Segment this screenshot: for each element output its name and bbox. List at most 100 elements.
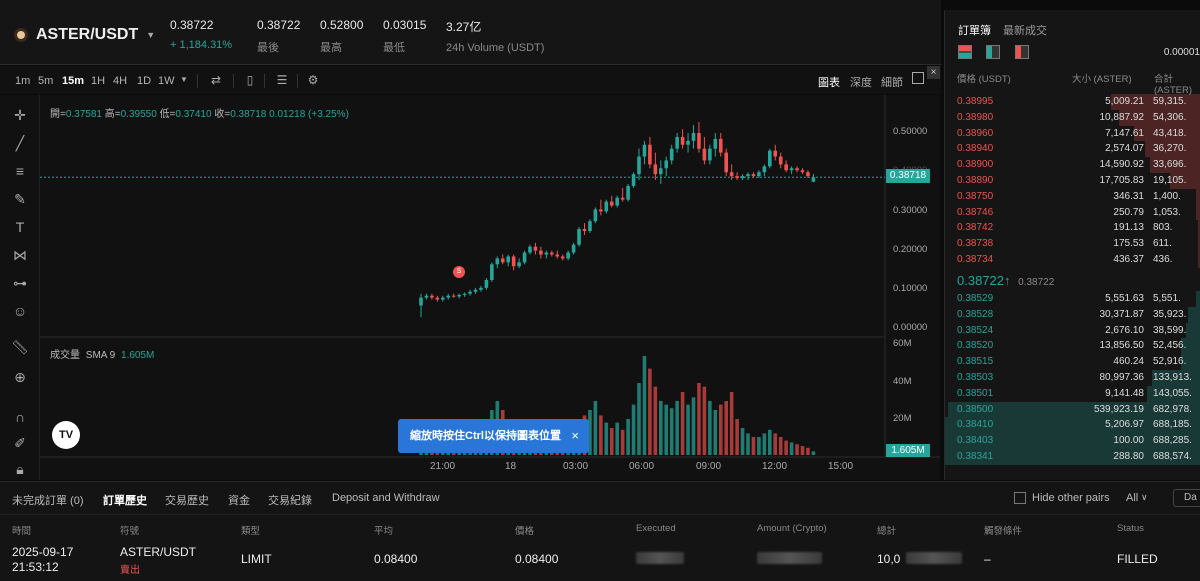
volume-bar (773, 433, 778, 455)
bid-row[interactable]: 0.38410 5,206.97 688,185. (945, 417, 1200, 434)
tab-chart[interactable]: 圖表 (818, 77, 840, 89)
bid-row[interactable]: 0.38529 5,551.63 5,551. (945, 291, 1200, 307)
indicators-icon[interactable]: ⇄ (210, 73, 222, 87)
bid-row[interactable]: 0.38515 460.24 52,916. (945, 354, 1200, 370)
order-total: 1,400. (1153, 190, 1181, 202)
ruler-icon[interactable]: 📏︎ (11, 339, 29, 355)
sell-marker[interactable]: S (453, 266, 465, 278)
volume-bar (642, 356, 647, 455)
emoji-icon[interactable]: ☺ (12, 303, 28, 319)
tab-transaction-log[interactable]: 交易紀錄 (268, 495, 312, 507)
bid-row[interactable]: 0.38501 9,141.48 143,055. (945, 385, 1200, 402)
candle-body (582, 229, 587, 231)
timeframe-15m[interactable]: 15m (62, 75, 85, 87)
order-price: 0.38520 (957, 340, 994, 352)
pattern-icon[interactable]: ⋈ (13, 247, 27, 263)
bid-row[interactable]: 0.38528 30,371.87 35,923. (945, 306, 1200, 323)
trendline-icon[interactable]: ╱ (15, 135, 25, 151)
horizontal-lines-icon[interactable]: ≡ (15, 163, 25, 179)
gear-icon[interactable]: ⚙ (307, 73, 319, 87)
close-icon[interactable]: × (927, 66, 940, 79)
timeframe-1m[interactable]: 1m (15, 75, 31, 87)
volume-bar (702, 386, 707, 455)
tick-size-select[interactable]: 0.00001 (1163, 47, 1200, 58)
tab-details[interactable]: 細節 (881, 77, 903, 89)
toast-close-icon[interactable]: × (571, 428, 579, 443)
tab-open-orders[interactable]: 未完成訂單 (0) (12, 495, 84, 507)
tab-depth[interactable]: 深度 (850, 77, 872, 89)
candle-body (550, 252, 554, 255)
depth-bar (1180, 338, 1200, 355)
view-bids-icon[interactable] (986, 45, 1000, 59)
order-total: 1,053. (1153, 206, 1181, 218)
candle-body (468, 291, 472, 294)
lock-icon[interactable]: 🔒︎ (16, 461, 24, 477)
ask-row[interactable]: 0.38890 17,705.83 19,105. (945, 173, 1200, 189)
stat-volume: 3.27亿 24h Volume (USDT) (446, 18, 544, 54)
bid-row[interactable]: 0.38341 288.80 688,574. (945, 449, 1200, 465)
tab-deposit-withdraw[interactable]: Deposit and Withdraw (332, 492, 440, 504)
ask-row[interactable]: 0.38960 7,147.61 43,418. (945, 125, 1200, 142)
date-filter[interactable]: Da (1173, 489, 1200, 507)
order-total: 33,696. (1153, 159, 1187, 171)
tab-funds[interactable]: 資金 (228, 495, 250, 507)
tab-trade-history[interactable]: 交易歷史 (165, 495, 209, 507)
bid-row[interactable]: 0.38524 2,676.10 38,599. (945, 322, 1200, 339)
bid-row[interactable]: 0.38520 13,856.50 52,456. (945, 338, 1200, 355)
timeframe-dropdown-icon[interactable]: ▼ (180, 75, 188, 84)
bid-row[interactable]: 0.38403 100.00 688,285. (945, 433, 1200, 449)
depth-bar (1195, 188, 1200, 205)
timeframe-5m[interactable]: 5m (38, 75, 54, 87)
x-tick: 12:00 (762, 461, 788, 472)
hide-pairs-checkbox[interactable] (1014, 492, 1026, 504)
ask-row[interactable]: 0.38940 2,574.07 36,270. (945, 141, 1200, 158)
orders-panel: 未完成訂單 (0) 訂單歷史 交易歷史 資金 交易紀錄 Deposit and … (0, 481, 1200, 581)
view-asks-icon[interactable] (1015, 45, 1029, 59)
measure-icon[interactable]: ⊶ (13, 275, 27, 291)
order-price: 0.38746 (957, 206, 994, 218)
timeframe-4h[interactable]: 4H (113, 75, 128, 87)
fullscreen-icon[interactable] (912, 72, 924, 84)
timeframe-1w[interactable]: 1W (158, 75, 175, 87)
tab-orderbook[interactable]: 訂單簿 (958, 25, 991, 37)
timeframe-1h[interactable]: 1H (91, 75, 106, 87)
chart-area[interactable] (40, 95, 940, 480)
bid-row[interactable]: 0.38503 80,997.36 133,913. (945, 370, 1200, 386)
list-icon[interactable]: ☰ (276, 73, 288, 87)
magnet-icon[interactable]: ∩ (14, 409, 26, 425)
text-icon[interactable]: T (15, 219, 25, 235)
volume-bar (669, 408, 674, 455)
pair-selector[interactable]: ASTER/USDT ▼ (14, 26, 155, 44)
ask-row[interactable]: 0.38746 250.79 1,053. (945, 204, 1200, 221)
timeframe-1d[interactable]: 1D (137, 75, 152, 87)
view-both-icon[interactable] (958, 45, 972, 59)
volume-bar (811, 451, 816, 455)
ask-row[interactable]: 0.38980 10,887.92 54,306. (945, 109, 1200, 126)
order-price: 0.38503 (957, 372, 994, 383)
lock-drawing-icon[interactable]: ✐ (14, 435, 26, 451)
candle-body (795, 168, 799, 171)
ask-row[interactable]: 0.38738 175.53 611. (945, 236, 1200, 252)
bid-row[interactable]: 0.38500 539,923.19 682,978. (945, 401, 1200, 418)
candle-body (560, 256, 565, 259)
ask-row[interactable]: 0.38750 346.31 1,400. (945, 188, 1200, 205)
zoom-in-icon[interactable]: ⊕ (14, 369, 26, 385)
tab-recent-trades[interactable]: 最新成交 (1003, 25, 1047, 37)
ask-row[interactable]: 0.38995 5,009.21 59,315. (945, 94, 1200, 110)
candle-type-icon[interactable]: ▯ (246, 73, 254, 87)
stat-low-label: 最低 (383, 42, 405, 54)
candle-body (740, 176, 745, 179)
filter-select[interactable]: All (1126, 492, 1139, 504)
crosshair-icon[interactable]: ✛ (14, 107, 26, 123)
tradingview-logo-icon[interactable]: TV (52, 421, 80, 449)
tab-order-history[interactable]: 訂單歷史 (103, 495, 147, 507)
ask-row[interactable]: 0.38734 436.37 436. (945, 252, 1200, 268)
depth-bar (1188, 306, 1200, 323)
candle-body (778, 156, 783, 165)
table-row[interactable]: 2025-09-17 21:53:12 ASTER/USDT 賣出 LIMIT … (0, 540, 1200, 580)
ask-row[interactable]: 0.38900 14,590.92 33,696. (945, 157, 1200, 173)
volume-bar (724, 401, 728, 455)
ask-row[interactable]: 0.38742 191.13 803. (945, 220, 1200, 237)
brush-icon[interactable]: ✎ (14, 191, 26, 207)
depth-bar (1185, 322, 1200, 339)
